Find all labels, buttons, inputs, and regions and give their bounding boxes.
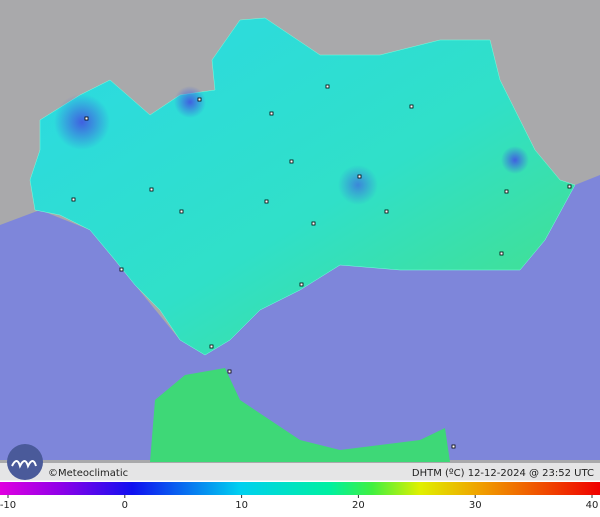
caption: DHTM (ºC) 12-12-2024 @ 23:52 UTC [412, 468, 594, 479]
colorbar [0, 482, 600, 495]
colorbar-tick-label: -10 [0, 500, 16, 511]
colorbar-ticks: -10 0 10 20 30 40 [0, 495, 598, 511]
sea [0, 175, 600, 460]
credit: ©Meteoclimatic [48, 468, 128, 479]
colorbar-tick-label: 0 [122, 500, 128, 511]
cold-spot [54, 94, 110, 150]
cold-spot [501, 146, 529, 174]
cold-spot [174, 86, 206, 118]
colorbar-tick-label: 20 [352, 500, 365, 511]
colorbar-tick-label: 40 [586, 500, 599, 511]
stations [71, 84, 572, 449]
morocco [150, 368, 450, 462]
andalusia [29, 17, 576, 356]
colorbar-tick-label: 30 [469, 500, 482, 511]
cold-spot [338, 165, 378, 205]
colorbar-tick-label: 10 [235, 500, 248, 511]
logo-mark [11, 460, 37, 469]
caption-band [0, 463, 600, 481]
